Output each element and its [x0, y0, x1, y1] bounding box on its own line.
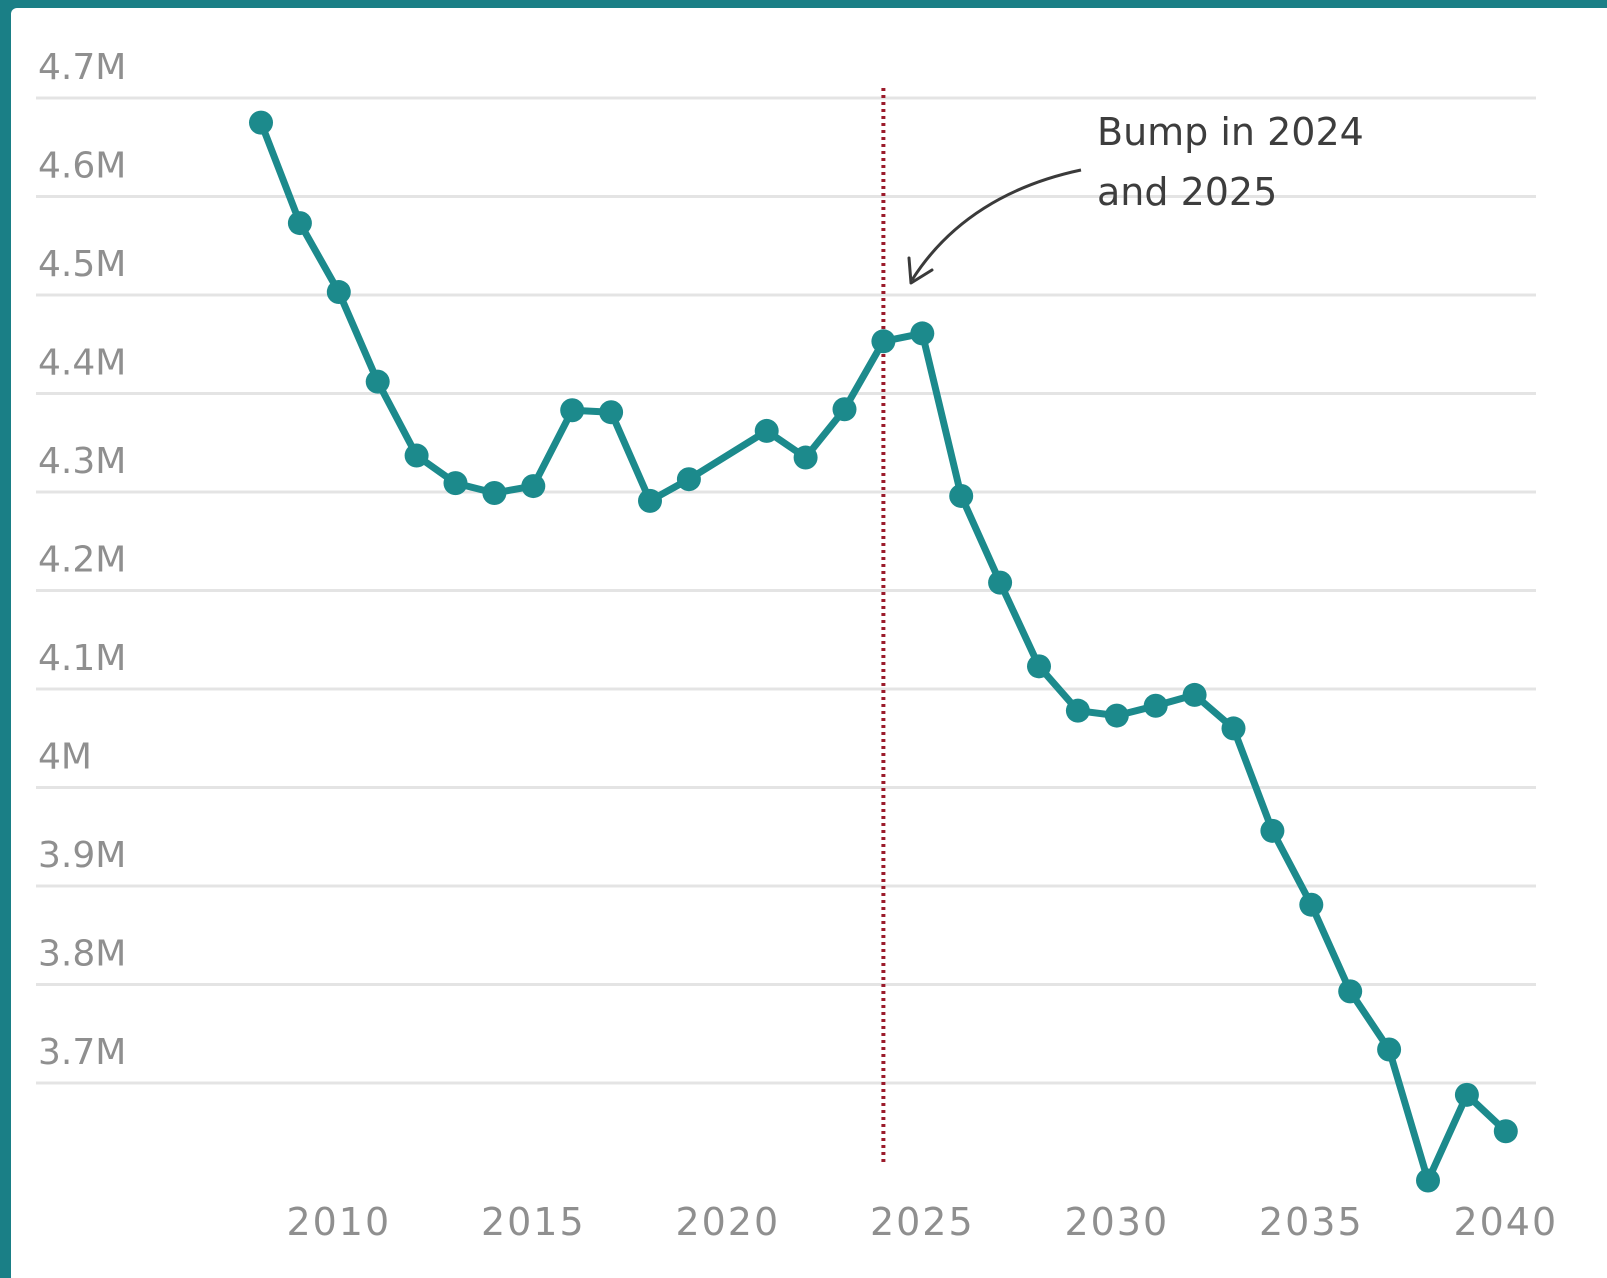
x-tick-label: 2020	[675, 1200, 780, 1244]
annotation: Bump in 2024 and 2025	[907, 110, 1364, 285]
y-tick-label: 4M	[38, 737, 92, 778]
annotation-arrowhead	[907, 256, 934, 285]
data-point	[754, 418, 779, 443]
data-point	[1182, 682, 1207, 707]
data-point	[1143, 693, 1168, 718]
data-point	[404, 443, 429, 468]
x-tick-label: 2010	[286, 1200, 391, 1244]
annotation-line-1: Bump in 2024	[1097, 110, 1364, 154]
data-point	[1221, 716, 1246, 741]
chart-panel	[11, 8, 1607, 1278]
x-tick-label: 2025	[870, 1200, 975, 1244]
data-point	[638, 488, 662, 513]
data-point	[443, 471, 468, 496]
data-point	[560, 398, 585, 423]
y-tick-label: 3.8M	[38, 934, 126, 975]
data-point	[1260, 818, 1285, 843]
data-point	[1493, 1119, 1518, 1144]
x-axis-ticks: 2010 2015 2020 2025 2030 2035 2040	[286, 1200, 1558, 1244]
x-tick-label: 2015	[481, 1200, 586, 1244]
y-tick-label: 3.9M	[38, 835, 126, 876]
data-point	[793, 445, 818, 470]
y-tick-label: 4.7M	[38, 47, 126, 88]
y-tick-label: 4.2M	[38, 540, 126, 581]
y-tick-label: 4.5M	[38, 244, 126, 285]
y-tick-label: 4.4M	[38, 343, 126, 384]
data-point	[287, 211, 312, 236]
data-point	[949, 483, 974, 508]
y-tick-label: 3.7M	[38, 1032, 126, 1073]
data-point	[832, 397, 857, 422]
data-point	[1299, 892, 1324, 917]
data-point	[1104, 703, 1129, 728]
y-tick-label: 4.6M	[38, 146, 126, 187]
x-tick-label: 2040	[1453, 1200, 1558, 1244]
data-point	[988, 570, 1013, 595]
x-tick-label: 2035	[1259, 1200, 1364, 1244]
data-point	[521, 474, 546, 499]
data-point	[676, 467, 701, 492]
data-point	[871, 329, 896, 354]
data-point	[365, 369, 390, 394]
data-point	[326, 280, 351, 305]
y-tick-label: 4.1M	[38, 638, 126, 679]
data-point	[249, 110, 273, 135]
annotation-arrow	[910, 168, 1082, 281]
y-axis-ticks: 4.7M 4.6M 4.5M 4.4M 4.3M 4.2M 4.1M 4M 3.9M 3.8M 3.…	[38, 47, 126, 1073]
data-point	[1338, 979, 1363, 1004]
gridlines	[36, 96, 1536, 1085]
data-point	[1377, 1037, 1402, 1062]
x-tick-label: 2030	[1064, 1200, 1169, 1244]
data-point	[1416, 1168, 1440, 1193]
annotation-line-2: and 2025	[1097, 170, 1277, 214]
data-point	[1065, 698, 1090, 723]
data-point	[910, 321, 935, 346]
series-group	[249, 110, 1518, 1193]
data-point	[599, 400, 624, 425]
data-point	[1027, 654, 1051, 679]
data-point	[1454, 1082, 1479, 1107]
y-tick-label: 4.3M	[38, 441, 126, 482]
data-point	[482, 480, 507, 505]
